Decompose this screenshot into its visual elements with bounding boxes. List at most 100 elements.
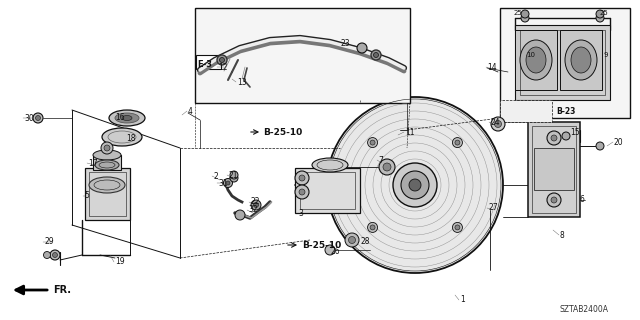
Bar	[515, 25, 610, 100]
Text: 14: 14	[487, 62, 497, 71]
Text: 25: 25	[514, 10, 522, 16]
Circle shape	[370, 225, 375, 230]
Circle shape	[230, 171, 238, 179]
Bar	[532, 126, 576, 213]
Bar	[89, 172, 126, 216]
Circle shape	[521, 10, 529, 18]
Text: 17: 17	[88, 158, 98, 167]
Circle shape	[383, 163, 391, 171]
Circle shape	[299, 175, 305, 181]
Text: 19: 19	[115, 258, 125, 267]
Circle shape	[393, 163, 437, 207]
Bar	[520, 30, 605, 95]
Circle shape	[251, 200, 261, 210]
Circle shape	[223, 179, 232, 188]
Circle shape	[379, 159, 395, 175]
Text: 29: 29	[44, 237, 54, 246]
Text: SZTAB2400A: SZTAB2400A	[560, 306, 609, 315]
Circle shape	[495, 121, 502, 127]
Circle shape	[101, 142, 113, 154]
Text: 26: 26	[330, 247, 340, 257]
Text: 24: 24	[490, 117, 500, 126]
Text: 2: 2	[213, 172, 218, 180]
Bar	[300, 172, 355, 209]
Text: 15: 15	[570, 127, 580, 137]
Bar	[528, 122, 580, 217]
Circle shape	[327, 97, 503, 273]
Ellipse shape	[93, 150, 121, 160]
Circle shape	[452, 138, 463, 148]
Circle shape	[253, 203, 259, 207]
Circle shape	[521, 14, 529, 22]
Ellipse shape	[109, 110, 145, 126]
Circle shape	[491, 117, 505, 131]
Text: 5: 5	[84, 191, 89, 201]
Bar	[534, 148, 574, 190]
Text: 25: 25	[600, 10, 609, 16]
Ellipse shape	[115, 113, 139, 123]
Bar	[500, 100, 552, 122]
Circle shape	[367, 222, 378, 232]
Text: 20: 20	[614, 138, 623, 147]
Text: B-25-10: B-25-10	[302, 241, 341, 250]
Circle shape	[52, 252, 58, 258]
Text: 31: 31	[218, 179, 228, 188]
Circle shape	[349, 236, 355, 244]
Circle shape	[452, 222, 463, 232]
Text: B-23: B-23	[556, 107, 575, 116]
Text: 32: 32	[248, 205, 258, 214]
Text: 18: 18	[126, 133, 136, 142]
Circle shape	[596, 14, 604, 22]
Circle shape	[230, 174, 238, 182]
Bar	[295, 168, 360, 213]
Text: B-25-10: B-25-10	[263, 127, 302, 137]
Bar	[560, 30, 602, 90]
Text: 22: 22	[250, 197, 259, 206]
Circle shape	[50, 250, 60, 260]
Circle shape	[295, 185, 309, 199]
Circle shape	[104, 145, 110, 151]
Circle shape	[235, 210, 245, 220]
Text: FR.: FR.	[53, 285, 71, 295]
Circle shape	[33, 113, 43, 123]
Text: E-3: E-3	[197, 60, 212, 68]
Bar	[515, 30, 557, 90]
Ellipse shape	[520, 40, 552, 80]
Text: 10: 10	[526, 52, 535, 58]
Circle shape	[371, 50, 381, 60]
Text: 12: 12	[218, 62, 227, 71]
Circle shape	[547, 131, 561, 145]
Ellipse shape	[89, 177, 125, 193]
Circle shape	[226, 181, 230, 185]
Circle shape	[562, 132, 570, 140]
Circle shape	[401, 171, 429, 199]
Text: 3: 3	[298, 209, 303, 218]
Circle shape	[547, 193, 561, 207]
Text: 28: 28	[360, 237, 369, 246]
Circle shape	[325, 245, 335, 255]
Ellipse shape	[526, 47, 546, 73]
Bar	[85, 168, 130, 220]
Text: 23: 23	[340, 38, 349, 47]
Text: 9: 9	[604, 52, 609, 58]
Circle shape	[367, 138, 378, 148]
Circle shape	[370, 140, 375, 145]
Text: 13: 13	[237, 77, 246, 86]
Text: 1: 1	[460, 295, 465, 305]
Circle shape	[455, 225, 460, 230]
Ellipse shape	[102, 128, 142, 146]
Circle shape	[44, 252, 51, 259]
Circle shape	[596, 10, 604, 18]
Circle shape	[409, 179, 421, 191]
Text: 11: 11	[405, 127, 415, 137]
Bar	[500, 8, 630, 118]
Circle shape	[345, 233, 359, 247]
Circle shape	[596, 142, 604, 150]
Ellipse shape	[565, 40, 597, 80]
Circle shape	[357, 43, 367, 53]
Text: 16: 16	[115, 113, 125, 122]
Circle shape	[374, 52, 378, 58]
Circle shape	[455, 140, 460, 145]
Ellipse shape	[95, 160, 119, 170]
Circle shape	[35, 116, 40, 121]
